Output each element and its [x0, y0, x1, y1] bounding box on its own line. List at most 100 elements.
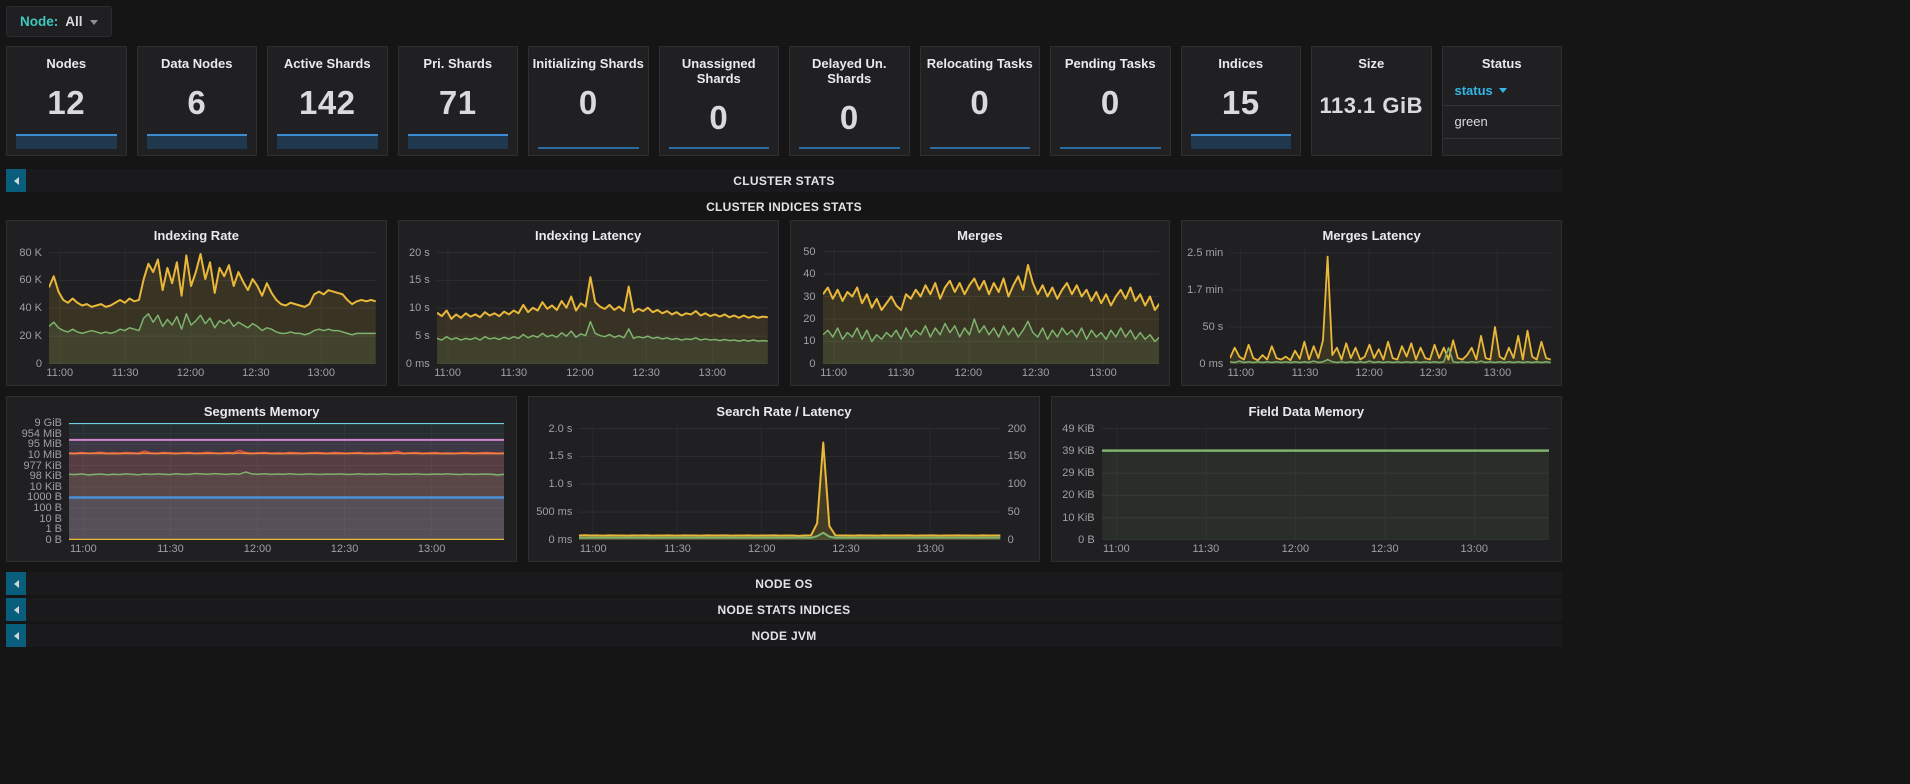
x-tick-label: 13:00 — [1089, 367, 1117, 379]
y-tick-label: 10 KiB — [1062, 511, 1095, 524]
stat-panel-indices: Indices 15 — [1180, 46, 1301, 156]
y-tick-label: 0 B — [1078, 534, 1095, 546]
y-tick-label: 5 s — [415, 330, 430, 343]
x-axis: 11:00 11:30 12:00 12:30 13:00 — [46, 367, 376, 383]
chart-canvas[interactable] — [1230, 247, 1551, 364]
stat-panel-nodes: Nodes 12 — [6, 46, 127, 156]
node-variable-value[interactable]: All — [65, 14, 83, 29]
collapsed-row-cluster-stats: CLUSTER STATS — [6, 169, 1562, 192]
x-tick-label: 11:30 — [1291, 367, 1319, 379]
row-title[interactable]: NODE JVM — [751, 628, 817, 643]
y-tick-label-right: 50 — [1007, 506, 1020, 519]
panel-title[interactable]: Relocating Tasks — [926, 56, 1033, 71]
panel-title[interactable]: Field Data Memory — [1248, 404, 1365, 419]
y-tick-label-right: 0 — [1007, 534, 1014, 546]
x-tick-label: 11:00 — [1103, 543, 1130, 555]
y-tick-label: 95 MiB — [27, 438, 62, 451]
x-tick-label: 12:00 — [747, 543, 776, 555]
y-tick-label: 20 — [803, 312, 816, 325]
status-column-header[interactable]: status — [1442, 75, 1561, 106]
chart-canvas[interactable] — [1101, 423, 1549, 540]
y-tick-label: 29 KiB — [1062, 467, 1095, 480]
x-tick-label: 11:30 — [664, 543, 691, 555]
row-expand-button[interactable] — [6, 169, 26, 192]
sparkline-area — [407, 134, 508, 149]
panel-title[interactable]: Nodes — [46, 56, 87, 71]
series-line-yellow — [49, 254, 376, 307]
stat-value: 0 — [709, 99, 729, 136]
series-fill-pink — [69, 439, 505, 540]
y-tick-label: 100 B — [33, 502, 62, 515]
chart-canvas[interactable] — [822, 247, 1160, 364]
chart-canvas[interactable] — [69, 423, 505, 540]
x-tick-label: 11:30 — [500, 367, 528, 379]
panel-title[interactable]: Indices — [1218, 56, 1264, 71]
panel-title[interactable]: Active Shards — [283, 56, 371, 71]
panel-title[interactable]: Indexing Latency — [535, 228, 642, 243]
y-tick-label: 80 K — [19, 246, 42, 259]
x-tick-label: 11:00 — [434, 367, 462, 379]
collapse-arrow-icon — [13, 176, 19, 185]
y-tick-label: 1 B — [45, 523, 62, 536]
stat-panel-pending-tasks: Pending Tasks 0 — [1050, 46, 1171, 156]
panel-title[interactable]: Segments Memory — [203, 404, 320, 419]
panel-title[interactable]: Search Rate / Latency — [716, 404, 852, 419]
y-tick-label: 1.7 min — [1187, 283, 1224, 296]
x-axis: 11:00 11:30 12:00 12:30 13:00 — [69, 543, 504, 559]
series-line-green — [579, 533, 1000, 538]
row-title[interactable]: NODE OS — [755, 576, 813, 591]
series-fill-green — [1101, 450, 1549, 540]
row-title-cluster-indices-stats[interactable]: CLUSTER INDICES STATS — [706, 199, 862, 214]
series-fill-yellow — [436, 277, 768, 364]
graph-panel-merges: Merges 0 10 20 30 40 50 11:00 11:30 12:00 12:30 13:… — [789, 220, 1171, 386]
y-tick-label: 10 — [803, 335, 816, 348]
status-table-panel: Status status green — [1441, 46, 1562, 156]
panel-title[interactable]: Unassigned Shards — [681, 56, 756, 86]
panel-title[interactable]: Data Nodes — [160, 56, 233, 71]
sparkline — [929, 134, 1030, 149]
y-tick-label: 50 s — [1202, 320, 1224, 333]
row-expand-button[interactable] — [6, 598, 26, 621]
sparkline-area — [799, 147, 900, 149]
sparkline-area — [538, 147, 639, 149]
panel-title[interactable]: Initializing Shards — [532, 56, 644, 71]
row-expand-button[interactable] — [6, 572, 26, 595]
series-line-yellow — [437, 277, 768, 319]
node-variable-dropdown[interactable]: Node: All — [6, 6, 112, 37]
x-tick-label: 12:00 — [243, 543, 272, 555]
row-title[interactable]: NODE STATS INDICES — [717, 602, 851, 617]
x-tick-label: 11:00 — [1227, 367, 1255, 379]
panel-title[interactable]: Merges Latency — [1322, 228, 1421, 243]
graph-panel-indexing-latency: Indexing Latency 0 ms 5 s 10 s 15 s 20 s 11:00… — [397, 220, 779, 386]
stat-value: 71 — [438, 84, 477, 121]
panel-title[interactable]: Merges — [957, 228, 1003, 243]
graph-panel-merges-latency: Merges Latency 0 ms 50 s 1.7 min 2.5 min 11:0… — [1181, 220, 1562, 386]
row-title[interactable]: CLUSTER STATS — [733, 173, 835, 188]
panel-title[interactable]: Pri. Shards — [423, 56, 493, 71]
series-line-green — [823, 319, 1160, 341]
graph-panel-segments-memory: Segments Memory 9 GiB 954 MiB 95 MiB 10 MiB 9… — [6, 396, 518, 562]
chart-canvas[interactable] — [49, 247, 376, 364]
series-fill-yellow — [49, 253, 376, 364]
chart-canvas[interactable] — [436, 247, 768, 364]
y-tick-label: 2.0 s — [548, 422, 573, 435]
collapse-arrow-icon — [13, 579, 19, 588]
panel-title[interactable]: Delayed Un. Shards — [812, 56, 887, 86]
chart-canvas[interactable] — [579, 423, 1001, 540]
series-fill-green — [69, 472, 505, 540]
panel-title[interactable]: Status — [1481, 56, 1522, 71]
y-tick-label: 1.5 s — [548, 450, 573, 463]
collapsed-row-node-stats-indices: NODE STATS INDICES — [6, 598, 1562, 621]
panel-title[interactable]: Pending Tasks — [1064, 56, 1156, 71]
sparkline — [1190, 134, 1291, 149]
row-expand-button[interactable] — [6, 624, 26, 647]
sparkline — [277, 134, 378, 149]
dashboard: Node: All Nodes 12 Data Nodes 6 Active Shard… — [6, 6, 1562, 647]
sparkline — [1060, 134, 1161, 149]
node-variable-label: Node: — [20, 14, 59, 29]
y-tick-label: 0 ms — [1199, 358, 1224, 370]
panel-title[interactable]: Indexing Rate — [153, 228, 239, 243]
sparkline — [146, 134, 247, 149]
panel-title[interactable]: Size — [1358, 56, 1385, 71]
x-tick-label: 11:00 — [820, 367, 847, 379]
